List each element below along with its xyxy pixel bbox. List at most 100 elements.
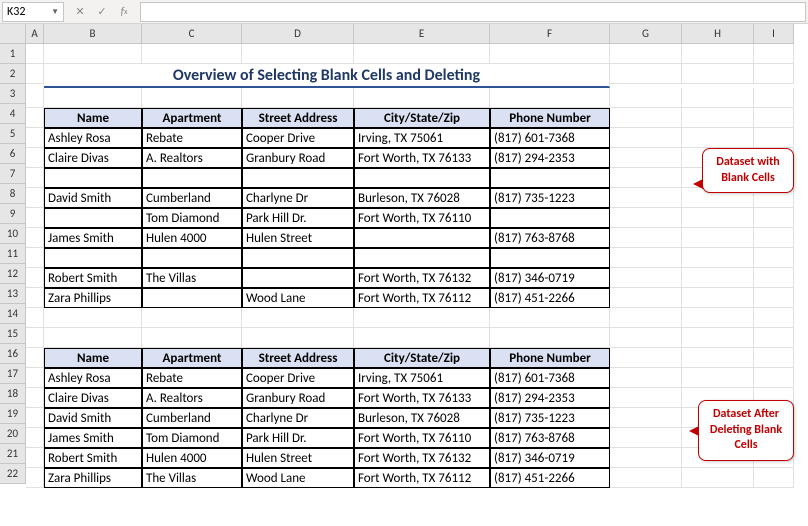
cell[interactable] (242, 88, 354, 108)
column-header[interactable]: E (354, 24, 490, 44)
cell[interactable] (754, 228, 794, 248)
row-header[interactable]: 10 (0, 224, 26, 244)
row-header[interactable]: 2 (0, 64, 26, 84)
row-header[interactable]: 20 (0, 424, 26, 444)
cell[interactable]: (817) 451-2266 (490, 288, 610, 308)
cell[interactable] (354, 328, 490, 348)
cell[interactable] (354, 228, 490, 248)
cell[interactable]: Irving, TX 75061 (354, 368, 490, 388)
cell[interactable]: Hulen 4000 (142, 448, 242, 468)
cell[interactable]: Rebate (142, 368, 242, 388)
column-header[interactable]: B (44, 24, 142, 44)
cell[interactable] (754, 468, 794, 488)
cell[interactable] (26, 348, 44, 368)
cell[interactable]: Name (44, 108, 142, 128)
cell[interactable] (610, 408, 682, 428)
row-header[interactable]: 12 (0, 264, 26, 284)
cell[interactable] (754, 108, 794, 128)
cell[interactable] (490, 44, 610, 64)
cell[interactable] (610, 148, 682, 168)
name-box[interactable]: K32 ▼ (2, 2, 64, 22)
cell[interactable] (610, 188, 682, 208)
cell[interactable]: David Smith (44, 188, 142, 208)
fx-icon[interactable]: fx (116, 4, 132, 20)
cell[interactable] (26, 268, 44, 288)
cell[interactable] (26, 388, 44, 408)
cell[interactable] (754, 64, 794, 84)
cell[interactable] (610, 428, 682, 448)
cell[interactable] (44, 308, 142, 328)
row-header[interactable]: 7 (0, 164, 26, 184)
cell[interactable] (354, 308, 490, 328)
cell[interactable]: Fort Worth, TX 76132 (354, 448, 490, 468)
cell[interactable] (754, 348, 794, 368)
cell[interactable]: Cumberland (142, 188, 242, 208)
cell[interactable] (754, 368, 794, 388)
column-header[interactable]: H (682, 24, 754, 44)
cell[interactable]: Apartment (142, 348, 242, 368)
cell[interactable] (610, 468, 682, 488)
cell[interactable] (610, 108, 682, 128)
cell[interactable] (354, 168, 490, 188)
cell[interactable] (610, 64, 682, 84)
cell[interactable]: (817) 601-7368 (490, 368, 610, 388)
select-all-corner[interactable] (0, 24, 26, 44)
row-header[interactable]: 21 (0, 444, 26, 464)
column-header[interactable]: C (142, 24, 242, 44)
column-header[interactable]: G (610, 24, 682, 44)
cell[interactable] (26, 328, 44, 348)
cell[interactable]: David Smith (44, 408, 142, 428)
cell[interactable] (682, 228, 754, 248)
row-header[interactable]: 8 (0, 184, 26, 204)
cancel-icon[interactable]: ✕ (72, 4, 88, 20)
cell[interactable]: (817) 601-7368 (490, 128, 610, 148)
cell[interactable] (26, 208, 44, 228)
cell[interactable]: Fort Worth, TX 76112 (354, 288, 490, 308)
cell[interactable] (142, 288, 242, 308)
cell[interactable]: Ashley Rosa (44, 128, 142, 148)
cell[interactable]: Robert Smith (44, 448, 142, 468)
row-header[interactable]: 6 (0, 144, 26, 164)
cell[interactable]: Claire Divas (44, 148, 142, 168)
cell[interactable] (26, 368, 44, 388)
cell[interactable] (142, 44, 242, 64)
cell[interactable] (610, 368, 682, 388)
cell[interactable]: Wood Lane (242, 288, 354, 308)
cell[interactable]: (817) 763-8768 (490, 428, 610, 448)
cell[interactable]: Fort Worth, TX 76112 (354, 468, 490, 488)
cell[interactable]: Fort Worth, TX 76110 (354, 208, 490, 228)
cell[interactable] (754, 88, 794, 108)
cell[interactable] (490, 308, 610, 328)
cell[interactable] (610, 228, 682, 248)
cell[interactable] (754, 288, 794, 308)
cell[interactable] (44, 208, 142, 228)
page-title[interactable]: Overview of Selecting Blank Cells and De… (44, 64, 610, 88)
cell[interactable] (754, 44, 794, 64)
cell[interactable] (682, 88, 754, 108)
cell[interactable]: Phone Number (490, 348, 610, 368)
cell[interactable]: Wood Lane (242, 468, 354, 488)
cell[interactable] (754, 208, 794, 228)
cell[interactable] (26, 148, 44, 168)
row-header[interactable]: 18 (0, 384, 26, 404)
cell[interactable]: James Smith (44, 228, 142, 248)
cell[interactable] (490, 88, 610, 108)
cell[interactable] (682, 308, 754, 328)
enter-icon[interactable]: ✓ (94, 4, 110, 20)
cell[interactable]: Granbury Road (242, 148, 354, 168)
row-header[interactable]: 16 (0, 344, 26, 364)
cell[interactable] (142, 88, 242, 108)
cells[interactable]: Overview of Selecting Blank Cells and De… (26, 44, 794, 488)
row-header[interactable]: 17 (0, 364, 26, 384)
cell[interactable] (354, 248, 490, 268)
cell[interactable]: Hulen Street (242, 228, 354, 248)
cell[interactable] (142, 168, 242, 188)
cell[interactable] (682, 468, 754, 488)
cell[interactable]: Zara Phillips (44, 288, 142, 308)
cell[interactable]: Cooper Drive (242, 368, 354, 388)
cell[interactable] (26, 308, 44, 328)
cell[interactable] (610, 448, 682, 468)
cell[interactable] (682, 368, 754, 388)
cell[interactable]: A. Realtors (142, 388, 242, 408)
cell[interactable]: Fort Worth, TX 76133 (354, 148, 490, 168)
